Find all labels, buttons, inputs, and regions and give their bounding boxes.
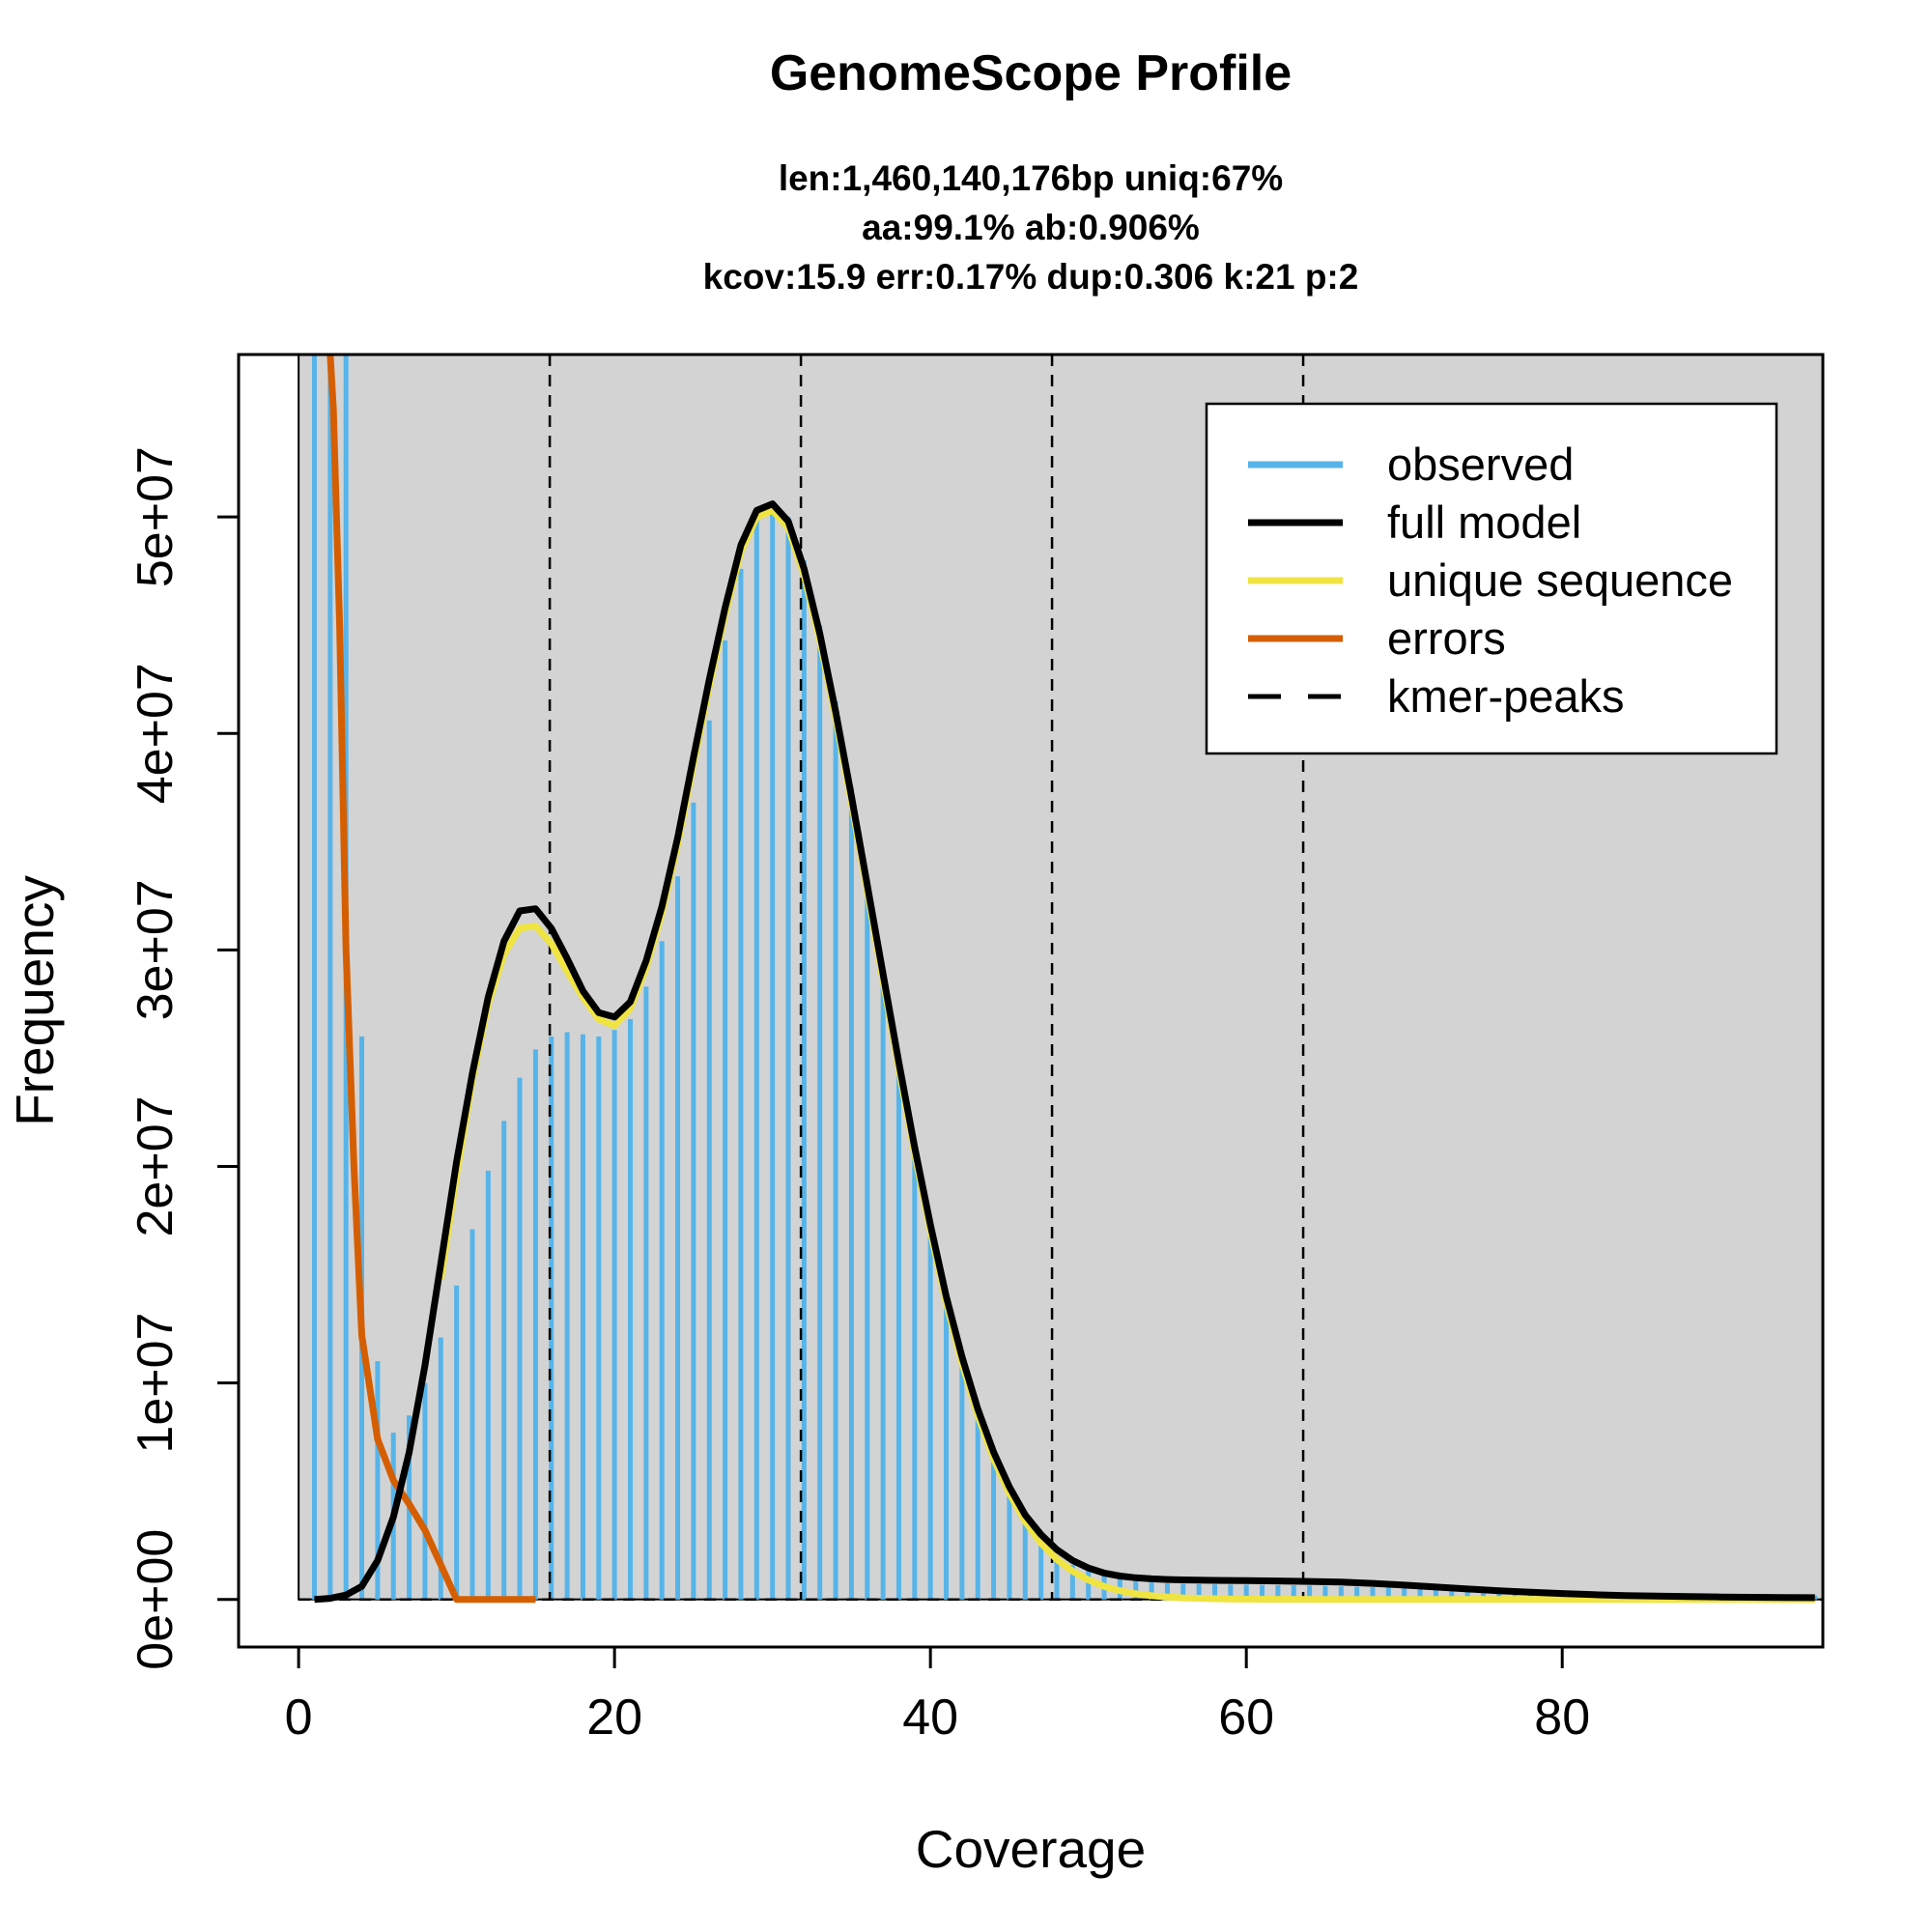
legend-label: observed xyxy=(1387,439,1574,490)
subtitle-line-2: aa:99.1% ab:0.906% xyxy=(862,208,1200,247)
y-tick-label: 2e+07 xyxy=(128,1095,184,1236)
y-tick-label: 5e+07 xyxy=(128,446,184,587)
y-axis: 0e+00 1e+07 2e+07 3e+07 4e+07 5e+07 xyxy=(128,446,241,1670)
legend-label: full model xyxy=(1387,497,1581,548)
y-tick-label: 1e+07 xyxy=(128,1313,184,1454)
y-tick-label: 4e+07 xyxy=(128,663,184,804)
y-tick-label: 3e+07 xyxy=(128,879,184,1020)
legend-label: kmer-peaks xyxy=(1387,670,1625,722)
model-lines xyxy=(314,354,1815,1604)
x-tick-label: 0 xyxy=(285,1690,313,1746)
full-model-line xyxy=(314,500,1815,1604)
chart-title: GenomeScope Profile xyxy=(770,45,1292,101)
x-tick-label: 80 xyxy=(1534,1690,1590,1746)
legend-label: unique sequence xyxy=(1387,554,1733,606)
x-axis-label: Coverage xyxy=(916,1819,1146,1879)
subtitle-line-3: kcov:15.9 err:0.17% dup:0.306 k:21 p:2 xyxy=(703,257,1359,297)
x-axis: 0 20 40 60 80 xyxy=(285,1645,1590,1746)
subtitle-line-1: len:1,460,140,176bp uniq:67% xyxy=(779,158,1283,198)
x-tick-label: 60 xyxy=(1218,1690,1274,1746)
legend: observed full model unique sequence errors k… xyxy=(1205,402,1778,755)
y-axis-label: Frequency xyxy=(5,875,65,1126)
y-tick-label: 0e+00 xyxy=(128,1529,184,1670)
x-tick-label: 20 xyxy=(586,1690,642,1746)
errors-line xyxy=(327,354,536,1604)
x-tick-label: 40 xyxy=(902,1690,958,1746)
legend-label: errors xyxy=(1387,612,1506,664)
